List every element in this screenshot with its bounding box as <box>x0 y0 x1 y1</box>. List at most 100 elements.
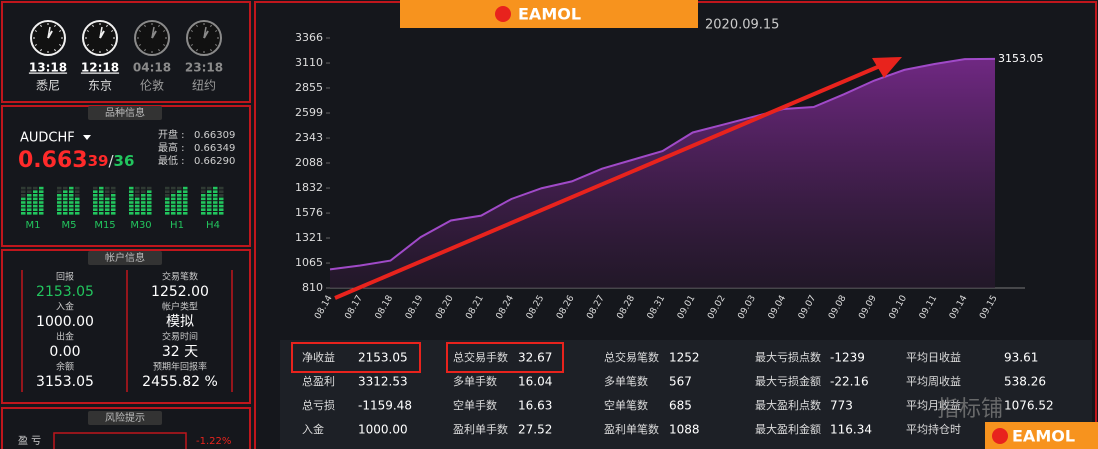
meter-cell <box>33 190 38 193</box>
stat-value: 16.04 <box>518 375 552 389</box>
meter-cell <box>147 186 152 190</box>
meter-cell <box>147 208 152 211</box>
account-label: 入金 <box>56 301 74 313</box>
clock-tick <box>144 24 146 27</box>
clock-city: 悉尼 <box>36 79 60 93</box>
stat-label: 总亏损 <box>302 398 335 412</box>
meter-cell <box>219 197 224 201</box>
y-tick-label: 810 <box>302 281 323 294</box>
meter-cell <box>69 204 74 208</box>
meter-cell <box>183 204 188 208</box>
risk-value: -1.22% <box>196 436 231 447</box>
banner-logo: EAMOL <box>518 5 581 24</box>
meter-cell <box>21 194 26 197</box>
meter-cell <box>177 208 182 211</box>
meter-cell <box>213 208 218 211</box>
meter-cell <box>93 194 98 197</box>
clock-tick <box>111 44 114 46</box>
meter-cell <box>129 212 134 215</box>
meter-cell <box>207 201 212 204</box>
meter-cell <box>147 204 152 208</box>
y-tick-label: 1065 <box>295 256 323 269</box>
meter-cell <box>141 190 146 193</box>
clock-tick <box>190 30 193 32</box>
stat-label: 盈利单手数 <box>453 422 508 436</box>
meter-cell <box>21 201 26 204</box>
meter-cell <box>183 208 188 211</box>
meter-cell <box>165 197 170 201</box>
section-header-bg <box>88 106 162 120</box>
meter-cell <box>105 197 110 201</box>
meter-cell <box>147 212 152 215</box>
clock-tick <box>54 49 56 52</box>
annotation-arrow <box>334 57 902 300</box>
meter-cell <box>99 212 104 215</box>
meter-cell <box>33 212 38 215</box>
meter-cell <box>135 204 140 208</box>
meter-cell <box>99 208 104 211</box>
meter-cell <box>201 197 206 201</box>
meter-cell <box>93 186 98 190</box>
section-header: 风险提示 <box>105 411 145 424</box>
meter-cell <box>69 212 74 215</box>
meter-cell <box>111 186 116 190</box>
y-tick-label: 3366 <box>295 31 323 44</box>
meter-cell <box>111 208 116 211</box>
meter-cell <box>33 194 38 197</box>
end-value-label: 3153.05 <box>998 52 1044 65</box>
meter-cell <box>111 204 116 208</box>
stat-value: -22.16 <box>830 375 869 389</box>
meter-cell <box>165 186 170 190</box>
meter-cell <box>63 194 68 197</box>
meter-cell <box>207 190 212 193</box>
highlight-box <box>291 342 421 373</box>
meter-cell <box>201 194 206 197</box>
meter-cell <box>183 201 188 204</box>
meter-cell <box>93 212 98 215</box>
stat-label: 空单笔数 <box>604 398 648 412</box>
meter-cell <box>57 190 62 193</box>
quote-label: 最高 : <box>158 141 185 154</box>
meter-cell <box>27 194 32 197</box>
stat-label: 最大盈利金额 <box>755 422 821 436</box>
clock-tick <box>54 24 56 27</box>
meter-cell <box>213 194 218 197</box>
stat-label: 净收益 <box>302 350 335 364</box>
meter-cell <box>177 190 182 193</box>
clock-tick <box>92 49 94 52</box>
clock-tick <box>40 24 42 27</box>
meter-cell <box>141 201 146 204</box>
meter-cell <box>57 208 62 211</box>
stat-value: 16.63 <box>518 399 552 413</box>
clock-time: 04:18 <box>133 61 171 75</box>
meter-cell <box>147 197 152 201</box>
meter-cell <box>69 197 74 201</box>
meter-cell <box>63 190 68 193</box>
meter-cell <box>39 194 44 197</box>
y-tick-label: 3110 <box>295 56 323 69</box>
meter-cell <box>99 201 104 204</box>
banner <box>400 0 698 28</box>
account-label: 交易时间 <box>162 331 198 343</box>
meter-cell <box>21 186 26 190</box>
stat-label: 平均日收益 <box>906 350 961 364</box>
meter-cell <box>57 186 62 190</box>
meter-cell <box>171 194 176 197</box>
clock-tick <box>196 24 198 27</box>
account-value: 2153.05 <box>36 284 94 300</box>
meter-cell <box>177 186 182 190</box>
meter-cell <box>177 194 182 197</box>
meter-cell <box>129 197 134 201</box>
y-tick-label: 2343 <box>295 131 323 144</box>
meter-cell <box>219 212 224 215</box>
clock-tick <box>210 49 212 52</box>
meter-cell <box>171 212 176 215</box>
meter-cell <box>57 212 62 215</box>
account-label: 回报 <box>56 271 74 283</box>
meter-cell <box>105 212 110 215</box>
meter-cell <box>135 201 140 204</box>
meter-cell <box>147 190 152 193</box>
account-value: 3153.05 <box>36 374 94 390</box>
meter-cell <box>213 186 218 190</box>
